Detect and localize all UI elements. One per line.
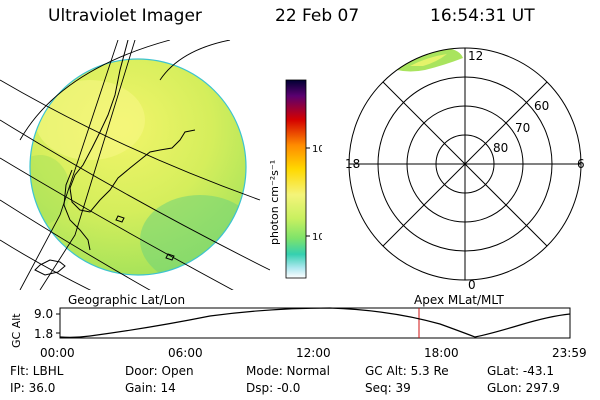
mlt-label-12: 12: [468, 49, 483, 63]
mlt-label-0: 0: [468, 278, 476, 292]
info-flt: Flt: LBHL: [10, 364, 64, 378]
info-glat: GLat: -43.1: [487, 364, 554, 378]
altitude-strip-chart: GC Alt 9.0 1.8: [10, 307, 571, 348]
info-door: Door: Open: [125, 364, 194, 378]
time-tick-0600: 06:00: [168, 346, 203, 360]
colorbar-tick-100: 100: [312, 144, 322, 155]
latlon-grid: [0, 40, 270, 290]
info-dsp: Dsp: -0.0: [246, 381, 301, 395]
colorbar-unit-label: photon cm⁻²s⁻¹: [268, 160, 281, 245]
info-gain: Gain: 14: [125, 381, 176, 395]
info-seq: Seq: 39: [365, 381, 411, 395]
info-glon: GLon: 297.9: [487, 381, 560, 395]
geographic-panel-label: Geographic Lat/Lon: [68, 293, 186, 307]
apex-polar-plot: 12 0 18 6 60 70 80: [345, 47, 585, 292]
date-label: 22 Feb 07: [275, 6, 360, 26]
polar-grid: [348, 47, 582, 281]
info-ip: IP: 36.0: [10, 381, 56, 395]
time-tick-2359: 23:59: [552, 346, 587, 360]
mlat-label-60: 60: [534, 99, 549, 113]
mlat-label-80: 80: [493, 141, 508, 155]
altitude-curve: [59, 307, 571, 338]
geographic-image: [0, 40, 270, 290]
mlt-label-18: 18: [345, 157, 360, 171]
altitude-ytick-high: 9.0: [34, 307, 53, 321]
coastlines: [34, 40, 196, 276]
altitude-ylabel: GC Alt: [10, 313, 23, 348]
info-gc-alt: GC Alt: 5.3 Re: [365, 364, 449, 378]
time-tick-1800: 18:00: [424, 346, 459, 360]
colorbar: 100 10 photon cm⁻²s⁻¹: [268, 79, 322, 279]
colorbar-scale: [285, 79, 307, 279]
altitude-ytick-low: 1.8: [34, 327, 53, 341]
time-tick-1200: 12:00: [296, 346, 331, 360]
time-tick-0000: 00:00: [40, 346, 75, 360]
altitude-frame: [59, 307, 571, 339]
colorbar-tick-10: 10: [312, 232, 322, 243]
info-mode: Mode: Normal: [246, 364, 330, 378]
instrument-title: Ultraviolet Imager: [48, 6, 202, 26]
disk-limb: [29, 58, 247, 276]
polar-glow: [397, 48, 463, 72]
time-label: 16:54:31 UT: [430, 6, 535, 26]
apex-panel-label: Apex MLat/MLT: [414, 293, 504, 307]
mlat-label-70: 70: [515, 121, 530, 135]
mlt-label-6: 6: [577, 157, 585, 171]
